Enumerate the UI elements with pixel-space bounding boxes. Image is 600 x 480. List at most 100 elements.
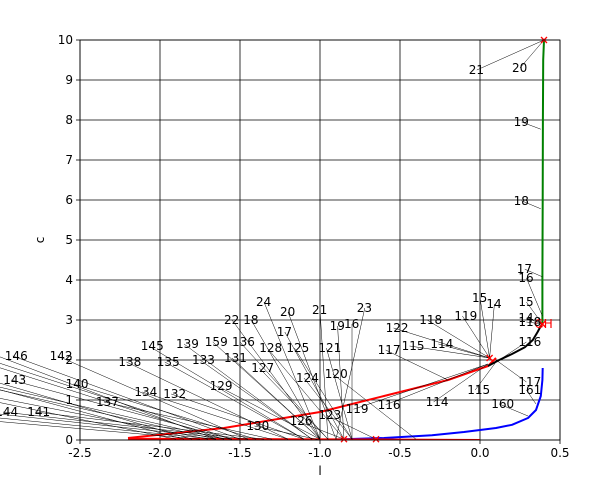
annotation-leader-line bbox=[0, 382, 193, 440]
annotation-leader-line bbox=[495, 359, 527, 383]
y-tick-label: 9 bbox=[65, 73, 73, 87]
annotation-leader-line bbox=[35, 411, 265, 440]
annotation-leader-line bbox=[183, 343, 313, 440]
annotation-leader-line bbox=[3, 411, 249, 440]
annotation-leader-line bbox=[479, 297, 490, 359]
y-tick-label: 6 bbox=[65, 193, 73, 207]
annotation-leader-line bbox=[57, 355, 249, 440]
y-tick-label: 4 bbox=[65, 273, 73, 287]
y-tick-label: 0 bbox=[65, 433, 73, 447]
x-tick-label: -0.5 bbox=[388, 446, 411, 460]
annotation-leader-line bbox=[499, 341, 527, 361]
annotation-label: 131 bbox=[224, 351, 247, 365]
annotation-leader-line bbox=[499, 403, 529, 417]
annotation-label: 128 bbox=[259, 341, 282, 355]
annotation-leader-line bbox=[521, 121, 541, 130]
y-tick-label: 3 bbox=[65, 313, 73, 327]
x-tick-label: -2.5 bbox=[68, 446, 91, 460]
annotation-leader-line bbox=[489, 303, 495, 359]
y-tick-label: 1 bbox=[65, 393, 73, 407]
annotation-label: 14 bbox=[486, 297, 501, 311]
annotation-label: 16 bbox=[344, 317, 359, 331]
annotation-label: 115 bbox=[402, 339, 425, 353]
annotation-label: 19 bbox=[514, 115, 529, 129]
y-tick-label: 8 bbox=[65, 113, 73, 127]
annotation-label: 21 bbox=[469, 63, 484, 77]
x-axis-ticks: -2.5 -2.0 -1.5 -1.0 -0.5 0.0 0.5 bbox=[68, 440, 570, 460]
annotation-leader-line bbox=[103, 401, 273, 440]
annotation-label: 114 bbox=[426, 395, 449, 409]
annotation-label: 138 bbox=[118, 355, 141, 369]
y-axis-label: c bbox=[33, 237, 47, 244]
x-tick-label: 0.5 bbox=[550, 446, 569, 460]
annotation-leader-line bbox=[267, 347, 345, 440]
annotation-leader-line bbox=[526, 277, 543, 317]
annotation-leader-line bbox=[526, 301, 543, 325]
annotation-label: 19 bbox=[330, 319, 345, 333]
annotation-leader-line bbox=[0, 389, 217, 440]
annotation-label: 137 bbox=[96, 395, 119, 409]
annotation-label: 127 bbox=[251, 361, 274, 375]
annotation-leader-line bbox=[427, 319, 490, 359]
annotation-label: 119 bbox=[346, 402, 369, 416]
y-tick-label: 2 bbox=[65, 353, 73, 367]
annotation-leader-line bbox=[142, 391, 289, 440]
annotation-leader-line bbox=[385, 349, 449, 381]
x-tick-label: 0.0 bbox=[470, 446, 489, 460]
annotation-label: 118 bbox=[518, 315, 541, 329]
annotation-label: 141 bbox=[27, 405, 50, 419]
annotation-lines bbox=[0, 39, 545, 441]
y-axis-ticks: 0 1 2 3 4 5 6 7 8 9 10 bbox=[58, 33, 80, 447]
annotation-leader-line bbox=[385, 363, 489, 406]
annotation-leader-line bbox=[526, 317, 543, 325]
annotation-leader-line bbox=[0, 389, 185, 440]
annotation-label: 23 bbox=[357, 301, 372, 315]
annotation-labels: 21 20191817161514118116117161160115114116… bbox=[0, 61, 541, 433]
annotation-label: 20 bbox=[280, 305, 295, 319]
annotation-label: 144 bbox=[0, 405, 18, 419]
annotation-label: 136 bbox=[232, 335, 255, 349]
annotation-leader-line bbox=[476, 39, 545, 71]
annotation-leader-line bbox=[526, 389, 537, 405]
annotation-leader-line bbox=[303, 377, 353, 440]
annotation-label: 123 bbox=[318, 408, 341, 422]
y-tick-label: 7 bbox=[65, 153, 73, 167]
annotation-leader-line bbox=[433, 363, 489, 403]
annotation-leader-line bbox=[0, 417, 217, 440]
annotation-leader-line bbox=[0, 421, 201, 440]
annotation-leader-line bbox=[126, 361, 289, 440]
annotation-label: 17 bbox=[277, 325, 292, 339]
annotation-leader-line bbox=[297, 420, 345, 440]
series-line-0 bbox=[319, 367, 544, 440]
annotation-leader-line bbox=[326, 414, 377, 440]
annotation-leader-line bbox=[337, 325, 345, 440]
annotation-leader-line bbox=[263, 301, 321, 440]
annotation-leader-line bbox=[519, 39, 545, 69]
annotation-label: 130 bbox=[246, 419, 269, 433]
annotation-label: 116 bbox=[378, 398, 401, 412]
annotation-leader-line bbox=[11, 379, 233, 440]
annotation-label: 116 bbox=[518, 335, 541, 349]
marker-x bbox=[340, 435, 348, 443]
annotation-leader-line bbox=[353, 363, 489, 410]
annotation-label: 24 bbox=[256, 295, 271, 309]
annotation-label: 142 bbox=[50, 349, 73, 363]
annotation-leader-line bbox=[393, 327, 490, 359]
annotation-label: 139 bbox=[176, 337, 199, 351]
annotation-leader-line bbox=[231, 357, 321, 440]
annotation-leader-line bbox=[259, 367, 329, 440]
marker-x bbox=[538, 320, 546, 328]
annotation-label: 121 bbox=[318, 341, 341, 355]
annotation-leader-line bbox=[335, 307, 366, 440]
annotation-label: 160 bbox=[491, 397, 514, 411]
annotation-label: 125 bbox=[286, 341, 309, 355]
annotation-leader-line bbox=[438, 343, 490, 359]
annotation-leader-line bbox=[332, 373, 417, 440]
annotation-leader-line bbox=[462, 315, 490, 359]
annotation-leader-line bbox=[524, 268, 543, 278]
annotation-leader-line bbox=[239, 341, 329, 440]
annotation-label: 119 bbox=[454, 309, 477, 323]
annotation-label: 161 bbox=[518, 383, 541, 397]
annotation-leader-line bbox=[12, 355, 241, 440]
markers-group: GH bbox=[340, 36, 553, 443]
